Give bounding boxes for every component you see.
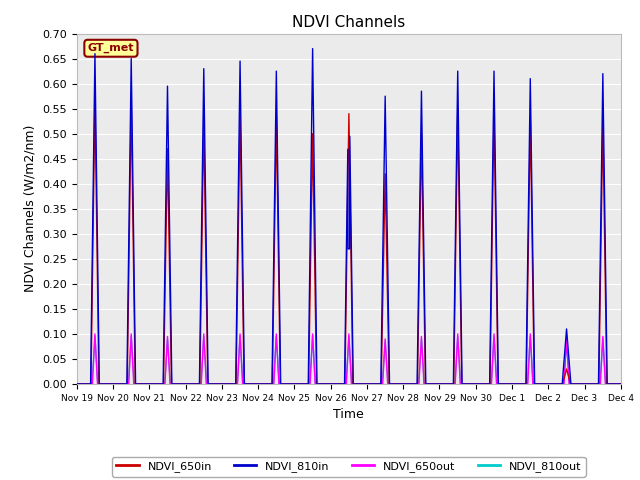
NDVI_650out <box>617 381 625 387</box>
Line: NDVI_810in: NDVI_810in <box>77 48 621 384</box>
NDVI_650out <box>607 381 614 387</box>
NDVI_650in <box>282 381 289 387</box>
NDVI_650in <box>607 381 614 387</box>
NDVI_810out <box>91 334 99 339</box>
NDVI_810in <box>548 381 556 387</box>
NDVI_810out <box>548 381 556 387</box>
NDVI_810out <box>282 381 289 387</box>
NDVI_810in <box>308 46 316 51</box>
NDVI_810out <box>135 381 143 387</box>
NDVI_650in <box>168 371 175 376</box>
NDVI_650out <box>168 381 175 387</box>
NDVI_810out <box>607 381 614 387</box>
Title: NDVI Channels: NDVI Channels <box>292 15 405 30</box>
NDVI_650in <box>548 381 556 387</box>
NDVI_650out <box>305 381 313 387</box>
Text: GT_met: GT_met <box>88 43 134 53</box>
NDVI_810in <box>305 325 313 331</box>
NDVI_810in <box>73 381 81 387</box>
NDVI_650out <box>73 381 81 387</box>
NDVI_810out <box>617 381 625 387</box>
NDVI_810in <box>167 332 175 337</box>
Line: NDVI_810out: NDVI_810out <box>77 336 621 384</box>
Line: NDVI_650out: NDVI_650out <box>77 334 621 384</box>
NDVI_650out <box>91 331 99 337</box>
NDVI_650out <box>548 381 556 387</box>
NDVI_650in <box>73 381 81 387</box>
Legend: NDVI_650in, NDVI_810in, NDVI_650out, NDVI_810out: NDVI_650in, NDVI_810in, NDVI_650out, NDV… <box>112 457 586 477</box>
NDVI_810out <box>305 381 313 387</box>
NDVI_810out <box>168 381 175 387</box>
NDVI_810in <box>282 381 289 387</box>
NDVI_650out <box>282 381 289 387</box>
NDVI_650in <box>617 381 625 387</box>
NDVI_810in <box>607 381 614 387</box>
NDVI_650in <box>135 381 143 387</box>
NDVI_650in <box>91 96 99 102</box>
Y-axis label: NDVI Channels (W/m2/nm): NDVI Channels (W/m2/nm) <box>24 125 36 292</box>
NDVI_650in <box>305 347 313 353</box>
NDVI_810in <box>135 381 143 387</box>
NDVI_810in <box>617 381 625 387</box>
NDVI_650out <box>135 381 143 387</box>
NDVI_810out <box>73 381 81 387</box>
X-axis label: Time: Time <box>333 408 364 421</box>
Line: NDVI_650in: NDVI_650in <box>77 99 621 384</box>
